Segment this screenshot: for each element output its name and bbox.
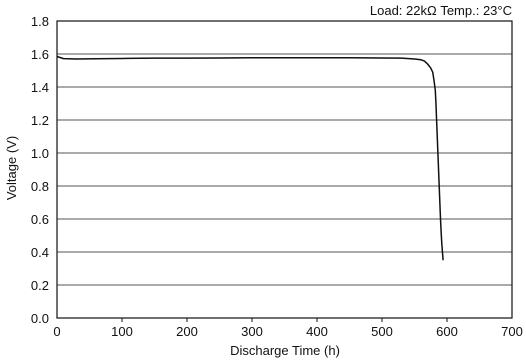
y-tick-label: 0.6 — [31, 212, 49, 227]
y-tick-label: 1.4 — [31, 80, 49, 95]
y-tick-label: 0.4 — [31, 245, 49, 260]
x-tick-label: 500 — [371, 324, 393, 339]
y-tick-label: 1.0 — [31, 146, 49, 161]
y-tick-label: 1.8 — [31, 14, 49, 29]
y-tick-label: 1.6 — [31, 47, 49, 62]
gridlines — [57, 53, 512, 286]
y-tick-label: 0.8 — [31, 179, 49, 194]
y-tick-label: 1.2 — [31, 113, 49, 128]
x-tick-label: 100 — [111, 324, 133, 339]
x-tick-label: 200 — [176, 324, 198, 339]
chart-annotation: Load: 22kΩ Temp.: 23°C — [370, 3, 512, 18]
y-tick-label: 0.0 — [31, 311, 49, 326]
y-tick-label: 0.2 — [31, 278, 49, 293]
x-tick-label: 0 — [53, 324, 60, 339]
x-tick-label: 600 — [436, 324, 458, 339]
x-tick-label: 300 — [241, 324, 263, 339]
x-axis-title: Discharge Time (h) — [230, 343, 340, 358]
plot-series — [56, 55, 444, 261]
y-axis-title: Voltage (V) — [4, 136, 19, 200]
tick-labels: 0.0 0.2 0.4 0.6 0.8 1.0 1.2 1.4 1.6 1.8 0 100 200 300… — [31, 14, 523, 339]
x-tick-label: 700 — [501, 324, 523, 339]
axes — [56, 20, 513, 322]
plot-frame — [56, 20, 513, 319]
series-line — [56, 55, 444, 261]
x-tick-label: 400 — [306, 324, 328, 339]
